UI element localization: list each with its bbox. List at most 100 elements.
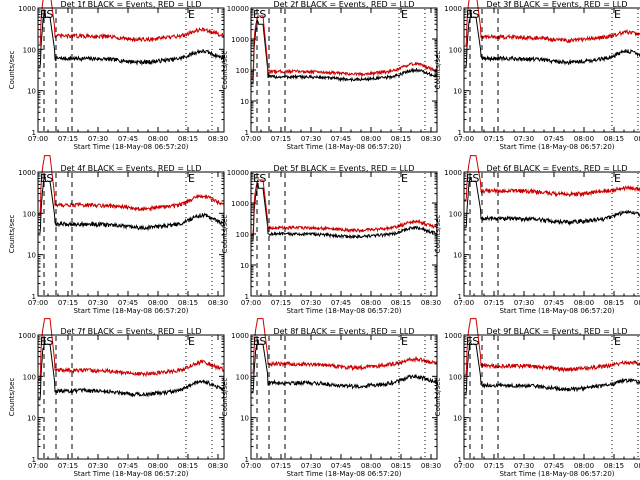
x-axis-label: Start Time (18-May-08 06:57:20): [73, 470, 188, 478]
marker-label: E: [188, 172, 195, 185]
marker-label: S: [259, 172, 266, 185]
marker-label: E: [466, 172, 473, 185]
marker-label: E: [40, 8, 47, 21]
marker-label: E: [253, 335, 260, 348]
x-tick-label: 07:45: [118, 462, 138, 470]
x-tick-label: 07:00: [241, 462, 261, 470]
y-tick-label: 10000: [227, 169, 249, 177]
x-axis-label: Start Time (18-May-08 06:57:20): [286, 470, 401, 478]
marker-label: S: [472, 335, 479, 348]
series-line-events: [38, 10, 225, 69]
y-tick-label: 1: [245, 456, 249, 464]
x-tick-label: 07:15: [484, 299, 504, 307]
x-tick-label: 07:00: [28, 462, 48, 470]
y-tick-label: 1: [458, 456, 462, 464]
marker-label: S: [259, 335, 266, 348]
y-tick-label: 1000: [231, 332, 249, 340]
x-tick-label: 07:00: [454, 299, 474, 307]
y-tick-label: 1: [32, 293, 36, 301]
panel-title: Det 4f BLACK = Events, RED = LLD: [60, 164, 201, 173]
y-tick-label: 10: [240, 415, 249, 423]
x-tick-label: 07:30: [301, 462, 321, 470]
y-tick-label: 10: [453, 415, 462, 423]
x-tick-label: 07:30: [514, 135, 534, 143]
marker-label: S: [46, 172, 53, 185]
y-tick-label: 1: [458, 129, 462, 137]
marker-label: S: [259, 8, 266, 21]
x-tick-label: 08:00: [361, 299, 381, 307]
series-line-events: [251, 338, 438, 393]
marker-label: E: [466, 335, 473, 348]
x-axis-label: Start Time (18-May-08 06:57:20): [286, 143, 401, 151]
series-line-lld: [464, 318, 640, 376]
x-tick-label: 08:30: [208, 299, 228, 307]
x-axis-label: Start Time (18-May-08 06:57:20): [499, 143, 614, 151]
y-tick-label: 10000: [227, 5, 249, 13]
y-axis-label: Counts/sec: [221, 215, 229, 254]
marker-label: E: [401, 335, 408, 348]
panel-title: Det 9f BLACK = Events, RED = LLD: [486, 327, 627, 336]
plot-frame: [463, 7, 640, 133]
panel-title: Det 6f BLACK = Events, RED = LLD: [486, 164, 627, 173]
x-tick-label: 08:00: [574, 462, 594, 470]
series-line-lld: [464, 0, 640, 47]
x-tick-label: 07:30: [514, 299, 534, 307]
marker-label: S: [46, 8, 53, 21]
x-tick-label: 08:30: [208, 135, 228, 143]
series-line-lld: [38, 0, 225, 46]
series-line-events: [38, 173, 225, 234]
y-tick-label: 1000: [231, 200, 249, 208]
x-tick-label: 07:15: [58, 299, 78, 307]
x-axis-label: Start Time (18-May-08 06:57:20): [73, 307, 188, 315]
panel-title: Det 8f BLACK = Events, RED = LLD: [273, 327, 414, 336]
x-tick-label: 07:30: [514, 462, 534, 470]
series-line-lld: [38, 155, 225, 215]
x-tick-label: 08:15: [604, 299, 624, 307]
y-tick-label: 1: [245, 293, 249, 301]
x-tick-label: 07:00: [454, 135, 474, 143]
series-line-lld: [251, 15, 438, 79]
x-tick-label: 08:15: [604, 135, 624, 143]
y-tick-label: 100: [236, 373, 249, 381]
y-tick-label: 10: [453, 252, 462, 260]
x-tick-label: 07:45: [118, 135, 138, 143]
series-line-lld: [38, 318, 225, 380]
x-tick-label: 07:30: [88, 299, 108, 307]
x-tick-label: 07:15: [484, 462, 504, 470]
y-axis-label: Counts/sec: [434, 215, 442, 254]
x-tick-label: 07:00: [28, 299, 48, 307]
x-tick-label: 08:30: [421, 135, 441, 143]
plot-frame: [37, 334, 225, 460]
y-tick-label: 100: [23, 46, 36, 54]
x-tick-label: 08:00: [361, 135, 381, 143]
x-tick-label: 07:15: [271, 135, 291, 143]
y-tick-label: 10: [27, 252, 36, 260]
y-tick-label: 1000: [231, 36, 249, 44]
x-tick-label: 08:30: [421, 299, 441, 307]
x-axis-label: Start Time (18-May-08 06:57:20): [73, 143, 188, 151]
x-axis-label: Start Time (18-May-08 06:57:20): [286, 307, 401, 315]
x-tick-label: 08:00: [574, 299, 594, 307]
marker-label: S: [472, 172, 479, 185]
y-tick-label: 10: [27, 415, 36, 423]
plot-frame: [37, 171, 225, 297]
series-line-events: [464, 10, 640, 69]
marker-label: S: [46, 335, 53, 348]
y-axis-label: Counts/sec: [8, 378, 16, 417]
marker-label: E: [614, 335, 621, 348]
x-tick-label: 07:30: [301, 299, 321, 307]
y-tick-label: 100: [449, 46, 462, 54]
marker-label: E: [614, 172, 621, 185]
x-tick-label: 07:15: [271, 462, 291, 470]
panel-title: Det 1f BLACK = Events, RED = LLD: [60, 0, 201, 9]
series-line-events: [464, 176, 640, 229]
x-tick-label: 08:00: [361, 462, 381, 470]
x-tick-label: 08:00: [148, 135, 168, 143]
marker-label: E: [40, 172, 47, 185]
y-tick-label: 1: [32, 456, 36, 464]
